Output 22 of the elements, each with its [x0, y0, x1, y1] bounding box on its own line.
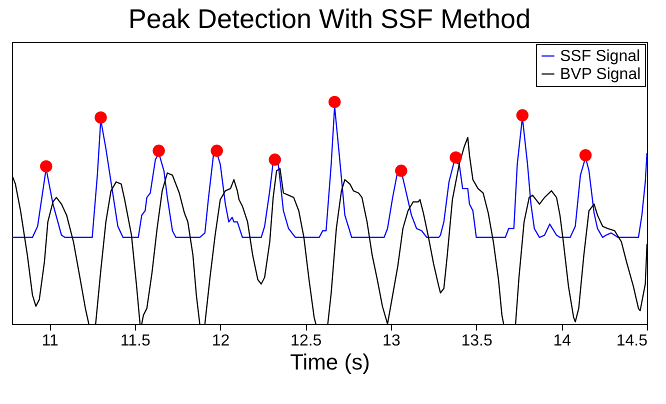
legend-label: SSF Signal	[560, 48, 640, 65]
point	[152, 144, 165, 157]
x-tick-label: 13	[382, 332, 400, 350]
point	[210, 144, 223, 157]
x-axis-title: Time (s)	[290, 350, 370, 374]
point	[268, 154, 281, 166]
x-tick-label: 14.5	[616, 332, 648, 350]
point	[40, 160, 52, 172]
point	[94, 111, 107, 124]
legend-label: BVP Signal	[560, 66, 641, 83]
chart-title: Peak Detection With SSF Method	[128, 4, 531, 34]
x-tick-label: 11.5	[120, 332, 150, 350]
point	[450, 151, 462, 164]
x-tick-label: 12.5	[290, 332, 322, 350]
point	[328, 96, 341, 108]
x-tick-label: 11	[42, 332, 58, 350]
x-tick-label: 14	[553, 332, 572, 350]
x-tick-label: 13.5	[461, 332, 492, 350]
point	[579, 149, 592, 162]
point	[516, 109, 529, 122]
point	[395, 164, 408, 177]
x-tick-label: 12	[212, 332, 230, 350]
